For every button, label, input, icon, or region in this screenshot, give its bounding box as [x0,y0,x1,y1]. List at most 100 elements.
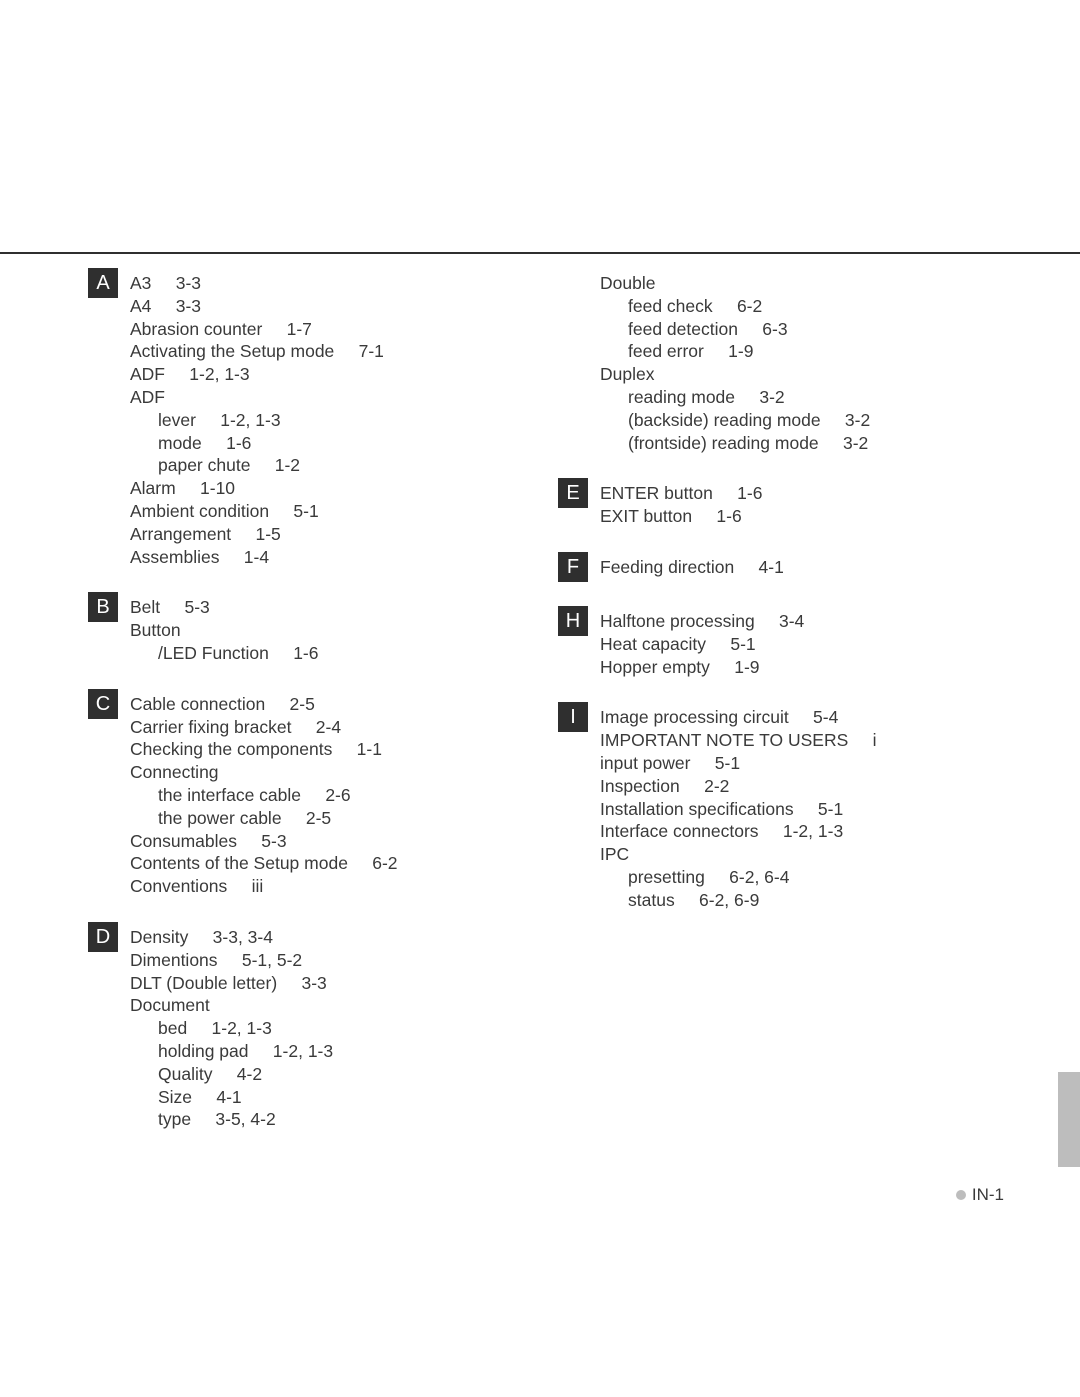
index-entry: feed detection 6-3 [600,318,998,341]
index-term: Image processing circuit [600,707,789,727]
index-pages: 1-2, 1-3 [759,821,844,841]
index-section: DDensity 3-3, 3-4Dimentions 5-1, 5-2DLT … [88,926,528,1131]
index-entry: Dimentions 5-1, 5-2 [130,949,528,972]
index-term: ENTER button [600,483,713,503]
index-term: Checking the components [130,739,332,759]
index-pages: 5-1 [794,799,844,819]
index-pages: 6-2, 6-4 [705,867,790,887]
index-entry: Consumables 5-3 [130,830,528,853]
letter-box: A [88,268,118,298]
index-term: Halftone processing [600,611,755,631]
index-entry: Activating the Setup mode 7-1 [130,340,528,363]
index-pages: 5-1 [269,501,319,521]
letter-box: I [558,702,588,732]
index-entry: Abrasion counter 1-7 [130,318,528,341]
index-pages: 1-6 [202,433,252,453]
index-term: reading mode [628,387,735,407]
index-term: presetting [628,867,705,887]
index-columns: AA3 3-3A4 3-3Abrasion counter 1-7Activat… [88,272,1008,1159]
index-pages: 5-3 [160,597,210,617]
index-entries: Doublefeed check 6-2feed detection 6-3fe… [600,272,998,454]
index-pages: 1-6 [269,643,319,663]
index-section: CCable connection 2-5Carrier fixing brac… [88,693,528,898]
index-pages: 3-2 [819,433,869,453]
letter-box: F [558,552,588,582]
index-term: (frontside) reading mode [628,433,819,453]
index-section: Doublefeed check 6-2feed detection 6-3fe… [558,272,998,454]
index-term: A4 [130,296,151,316]
index-entry: Duplex [600,363,998,386]
index-entry: presetting 6-2, 6-4 [600,866,998,889]
index-term: Inspection [600,776,680,796]
index-entry: feed error 1-9 [600,340,998,363]
index-term: Consumables [130,831,237,851]
index-term: status [628,890,675,910]
index-term: Cable connection [130,694,265,714]
index-entry: bed 1-2, 1-3 [130,1017,528,1040]
index-term: Heat capacity [600,634,706,654]
index-term: ADF [130,364,165,384]
index-entry: DLT (Double letter) 3-3 [130,972,528,995]
index-section: IImage processing circuit 5-4IMPORTANT N… [558,706,998,911]
horizontal-rule [0,252,1080,254]
index-entry: lever 1-2, 1-3 [130,409,528,432]
index-pages: 6-2, 6-9 [675,890,760,910]
index-entry: Carrier fixing bracket 2-4 [130,716,528,739]
page-number: IN-1 [956,1185,1004,1205]
index-term: bed [158,1018,187,1038]
index-pages: 7-1 [334,341,384,361]
index-entry: Feeding direction 4-1 [600,556,998,579]
index-pages: 5-1, 5-2 [218,950,303,970]
index-term: Density [130,927,188,947]
index-entry: Conventions iii [130,875,528,898]
index-entries: A3 3-3A4 3-3Abrasion counter 1-7Activati… [130,272,528,568]
index-entry: the interface cable 2-6 [130,784,528,807]
index-term: Assemblies [130,547,219,567]
index-term: feed check [628,296,713,316]
index-pages: 1-6 [713,483,763,503]
index-pages: 4-1 [192,1087,242,1107]
index-entry: ADF [130,386,528,409]
letter-box: B [88,592,118,622]
index-pages: 4-2 [212,1064,262,1084]
index-entries: Feeding direction 4-1 [600,556,998,579]
index-entry: paper chute 1-2 [130,454,528,477]
index-entry: IMPORTANT NOTE TO USERS i [600,729,998,752]
index-entry: (backside) reading mode 3-2 [600,409,998,432]
index-section: AA3 3-3A4 3-3Abrasion counter 1-7Activat… [88,272,528,568]
index-pages: 3-2 [821,410,871,430]
index-term: Installation specifications [600,799,794,819]
index-pages: 2-5 [265,694,315,714]
index-term: lever [158,410,196,430]
index-pages: 6-3 [738,319,788,339]
index-term: DLT (Double letter) [130,973,277,993]
index-pages: 1-2 [250,455,300,475]
index-term: holding pad [158,1041,249,1061]
index-term: Dimentions [130,950,218,970]
index-entry: A3 3-3 [130,272,528,295]
index-entry: Interface connectors 1-2, 1-3 [600,820,998,843]
index-entry: Quality 4-2 [130,1063,528,1086]
index-entry: (frontside) reading mode 3-2 [600,432,998,455]
index-entries: ENTER button 1-6EXIT button 1-6 [600,482,998,528]
index-pages: 2-6 [301,785,351,805]
index-entry: mode 1-6 [130,432,528,455]
index-term: input power [600,753,690,773]
index-entry: type 3-5, 4-2 [130,1108,528,1131]
index-entries: Cable connection 2-5Carrier fixing brack… [130,693,528,898]
index-pages: 1-7 [262,319,312,339]
index-pages: 3-3 [277,973,327,993]
index-pages: 2-5 [282,808,332,828]
index-section: BBelt 5-3Button/LED Function 1-6 [88,596,528,664]
index-entry: reading mode 3-2 [600,386,998,409]
index-pages: 2-4 [291,717,341,737]
index-term: Contents of the Setup mode [130,853,348,873]
index-entry: Cable connection 2-5 [130,693,528,716]
index-term: Connecting [130,762,219,782]
index-entry: holding pad 1-2, 1-3 [130,1040,528,1063]
index-term: ADF [130,387,165,407]
index-pages: 3-3 [151,296,201,316]
index-entry: Contents of the Setup mode 6-2 [130,852,528,875]
index-right-column: Doublefeed check 6-2feed detection 6-3fe… [558,272,998,1159]
index-term: Activating the Setup mode [130,341,334,361]
